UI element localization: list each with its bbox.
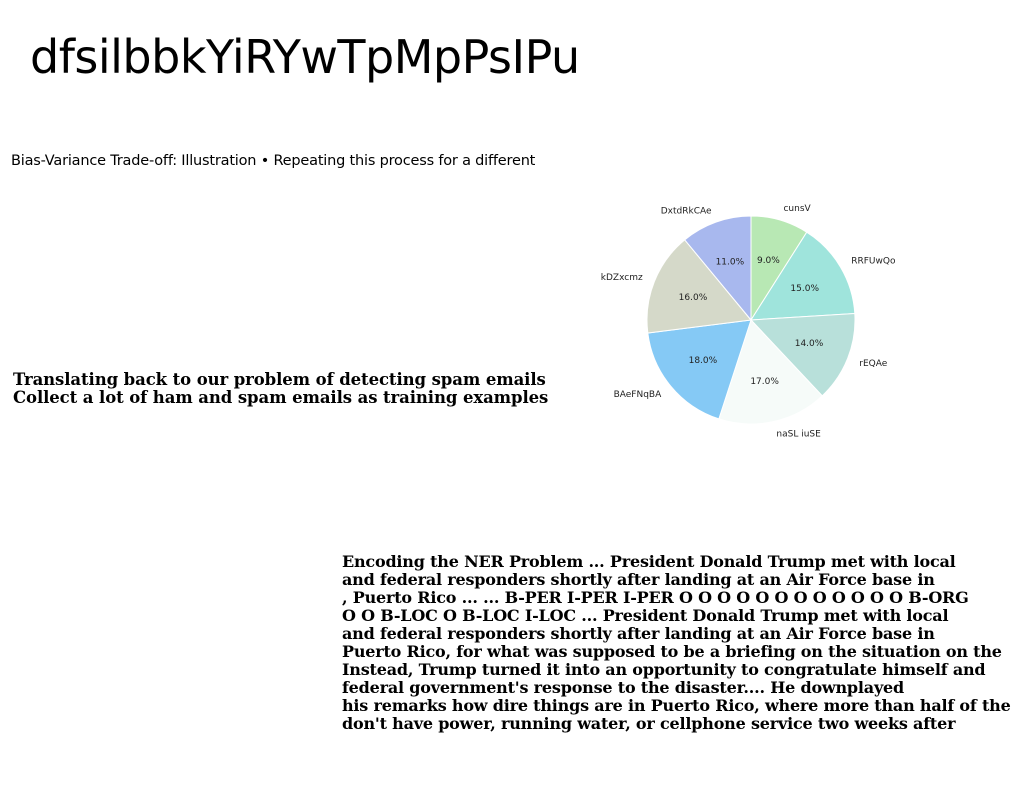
- pie-category-label: BAeFNqBA: [614, 390, 663, 400]
- pie-slice-2: [749, 312, 856, 397]
- pie-percent-label: 11.0%: [716, 257, 745, 267]
- pie-slice-4: [647, 319, 752, 420]
- bottom-text-line: federal government's response to the dis…: [342, 678, 905, 697]
- bottom-text-line: Instead, Trump turned it into an opportu…: [342, 660, 986, 679]
- bottom-text-line: don't have power, running water, or cell…: [342, 714, 956, 733]
- pie-percent-label: 15.0%: [790, 284, 819, 294]
- bottom-text-line: and federal responders shortly after lan…: [342, 570, 935, 589]
- pie-category-label: cunsV: [783, 204, 811, 214]
- bottom-text-line: Puerto Rico, for what was supposed to be…: [342, 642, 1002, 661]
- pie-category-label: kDZxcmz: [601, 273, 643, 283]
- pie-category-label: naSL iuSE: [776, 430, 821, 440]
- pie-category-label: RRFUwQo: [851, 257, 896, 267]
- bottom-text-line: , Puerto Rico ... ... B-PER I-PER I-PER …: [342, 588, 969, 607]
- page-title: dfsilbbkYiRYwTpMpPsIPu: [30, 30, 580, 84]
- pie-percent-label: 16.0%: [679, 293, 708, 303]
- pie-percent-label: 17.0%: [750, 377, 779, 387]
- middle-text-line: Collect a lot of ham and spam emails as …: [13, 388, 549, 407]
- middle-text-block: Translating back to our problem of detec…: [13, 371, 548, 407]
- pie-percent-label: 18.0%: [689, 356, 718, 366]
- pie-percent-label: 9.0%: [757, 256, 780, 266]
- pie-slice-6: [684, 215, 752, 322]
- bottom-text-block: Encoding the NER Problem ... President D…: [342, 553, 1011, 733]
- middle-text-line: Translating back to our problem of detec…: [13, 370, 546, 389]
- pie-chart: 9.0% cunsV 15.0% RRFUwQo 14.0% rEQAe 17.0% naSL…: [596, 196, 916, 458]
- page-subtitle: Bias-Variance Trade-off: Illustration • …: [11, 153, 536, 169]
- bottom-text-line: Encoding the NER Problem ... President D…: [342, 552, 956, 571]
- pie-slice-5: [646, 239, 752, 334]
- pie-category-label: DxtdRkCAe: [661, 206, 712, 216]
- pie-chart-svg: 9.0% cunsV 15.0% RRFUwQo 14.0% rEQAe 17.0% naSL…: [601, 204, 896, 440]
- bottom-text-line: and federal responders shortly after lan…: [342, 624, 935, 643]
- pie-slice-1: [750, 231, 856, 321]
- pie-slice-3: [718, 319, 823, 425]
- bottom-text-line: his remarks how dire things are in Puert…: [342, 696, 1011, 715]
- pie-category-label: rEQAe: [859, 359, 887, 369]
- bottom-text-line: O O B-LOC O B-LOC I-LOC ... President Do…: [342, 606, 949, 625]
- pie-percent-label: 14.0%: [795, 339, 824, 349]
